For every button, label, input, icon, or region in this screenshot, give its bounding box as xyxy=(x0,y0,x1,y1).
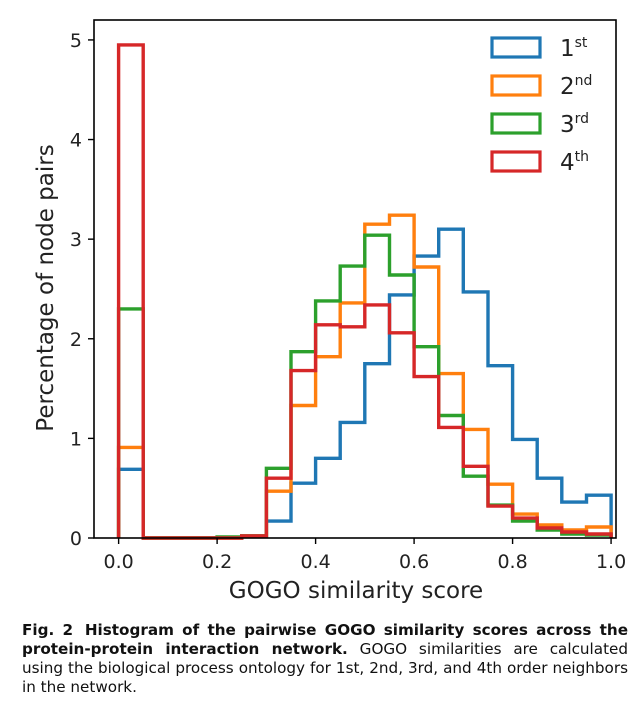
legend-swatch-1 xyxy=(490,36,542,59)
legend-label-3: 3rd xyxy=(560,111,589,138)
y-tick-label: 2 xyxy=(70,329,82,351)
y-tick-label: 1 xyxy=(70,428,82,450)
x-tick-label: 0.8 xyxy=(497,551,527,573)
x-tick-label: 1.0 xyxy=(596,551,626,573)
caption-title: Histogram of the pairwise GOGO similarit… xyxy=(22,621,629,658)
histogram-chart: 0.0 0.2 0.4 0.6 0.8 1.0 0 1 2 3 4 5 GOGO similarity… xyxy=(33,19,626,604)
legend-label-4: 4th xyxy=(560,149,589,176)
x-axis-label: GOGO similarity score xyxy=(229,578,483,604)
legend-swatch-2 xyxy=(490,74,542,97)
y-tick-label: 4 xyxy=(70,130,82,152)
y-tick-label: 3 xyxy=(70,229,82,251)
x-tick-label: 0.2 xyxy=(202,551,232,573)
legend: 1st 2nd 3rd 4th xyxy=(490,35,592,176)
x-tick-label: 0.0 xyxy=(104,551,134,573)
x-tick-label: 0.6 xyxy=(399,551,429,573)
plot-area xyxy=(116,43,613,540)
legend-label-1: 1st xyxy=(560,35,588,62)
plot-frame xyxy=(93,19,617,539)
legend-label-2: 2nd xyxy=(560,73,592,100)
figure-caption: Fig. 2 Histogram of the pairwise GOGO si… xyxy=(22,621,628,697)
caption-body: GOGO similarities are calculated using t… xyxy=(22,640,629,696)
y-axis-label: Percentage of node pairs xyxy=(33,144,59,431)
y-tick-label: 5 xyxy=(70,30,82,52)
y-tick-label: 0 xyxy=(70,528,82,550)
figure-label: Fig. 2 xyxy=(22,621,74,639)
legend-swatch-3 xyxy=(490,112,542,135)
legend-swatch-4 xyxy=(490,150,542,173)
x-tick-label: 0.4 xyxy=(300,551,330,573)
axes: 0.0 0.2 0.4 0.6 0.8 1.0 0 1 2 3 4 5 xyxy=(70,19,626,573)
